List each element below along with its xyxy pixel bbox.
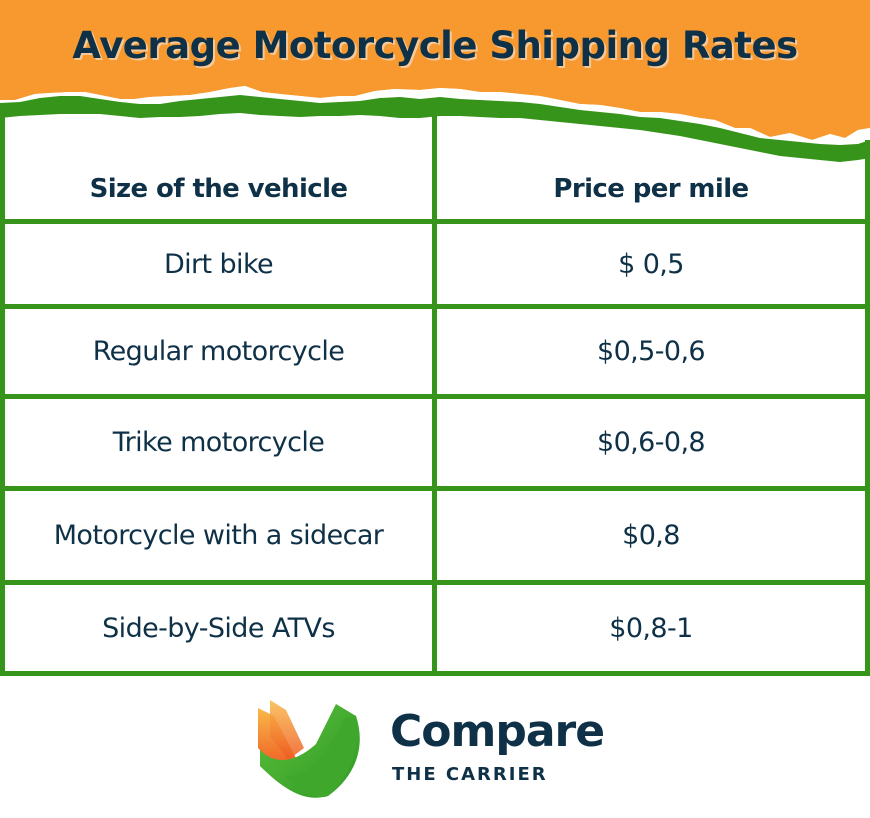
brand-tagline: THE CARRIER: [392, 764, 548, 785]
column-header-vehicle: Size of the vehicle: [89, 173, 348, 204]
shipping-rates-table: Size of the vehicle Price per mile Dirt …: [0, 112, 870, 676]
header-banner: Average Motorcycle Shipping Rates: [0, 0, 870, 170]
row-divider: [0, 394, 870, 399]
table-cell-price: $0,6-0,8: [597, 427, 706, 458]
table-cell-vehicle: Dirt bike: [163, 248, 274, 280]
table-cell-price: $0,8: [622, 520, 680, 551]
table-cell-vehicle: Side-by-Side ATVs: [102, 612, 335, 644]
table-border-bottom: [0, 671, 870, 676]
page-title: Average Motorcycle Shipping Rates: [72, 24, 798, 67]
table-cell-price: $0,8-1: [609, 612, 693, 644]
row-divider: [0, 219, 870, 224]
row-divider: [0, 486, 870, 491]
table-cell-price: $0,5-0,6: [597, 336, 706, 367]
torn-paper-banner-icon: [0, 0, 870, 162]
row-divider: [0, 304, 870, 309]
table-cell-price: $ 0,5: [618, 248, 684, 280]
table-cell-vehicle: Regular motorcycle: [92, 336, 345, 367]
row-divider: [0, 580, 870, 585]
folded-leaf-logo-icon: [256, 696, 376, 802]
table-cell-vehicle: Motorcycle with a sidecar: [53, 520, 384, 551]
column-header-price: Price per mile: [553, 173, 749, 204]
table-border-right: [865, 140, 870, 676]
brand-name: Compare: [390, 706, 605, 757]
table-cell-vehicle: Trike motorcycle: [112, 427, 325, 458]
